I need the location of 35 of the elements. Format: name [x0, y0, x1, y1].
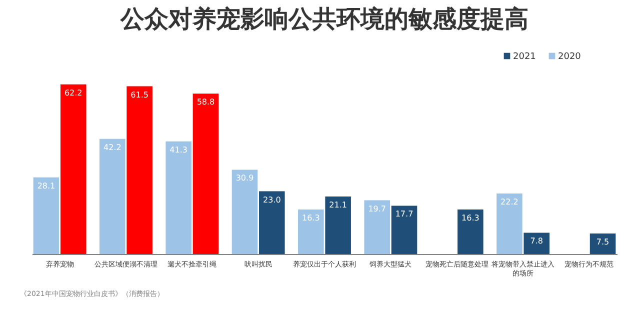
- data-label: 30.9: [236, 174, 254, 183]
- data-label: 19.7: [368, 204, 386, 214]
- bar: [458, 210, 484, 254]
- data-label: 28.1: [37, 181, 56, 190]
- bar: [391, 206, 418, 254]
- bar: [325, 196, 351, 254]
- legend-label: 2021: [513, 52, 536, 62]
- data-label: 61.5: [130, 90, 148, 100]
- bar: [60, 84, 86, 254]
- bar: [259, 191, 285, 254]
- data-label: 22.2: [500, 197, 518, 206]
- data-label: 7.8: [530, 236, 543, 246]
- bar: [166, 141, 192, 254]
- bar: [100, 138, 126, 254]
- bar: [192, 94, 219, 254]
- bar: [33, 177, 60, 254]
- data-label: 62.2: [64, 88, 82, 98]
- data-label: 17.7: [395, 210, 414, 219]
- bar: [232, 170, 258, 254]
- bar: [126, 86, 152, 254]
- data-label: 16.3: [462, 214, 480, 223]
- data-label: 58.8: [196, 98, 215, 107]
- bar: [590, 234, 616, 254]
- data-label: 7.5: [596, 238, 610, 247]
- data-label: 42.2: [103, 142, 122, 152]
- bar: [298, 210, 324, 254]
- legend-label: 2020: [558, 52, 582, 62]
- bar: [496, 193, 522, 254]
- chart-title: 公众对养宠影响公共环境的敏感度提高: [120, 5, 528, 33]
- data-label: 21.1: [329, 200, 347, 210]
- bar: [364, 200, 390, 254]
- data-label: 41.3: [170, 145, 188, 154]
- bar: [524, 232, 550, 254]
- data-label: 23.0: [262, 195, 281, 204]
- data-label: 16.3: [302, 214, 320, 223]
